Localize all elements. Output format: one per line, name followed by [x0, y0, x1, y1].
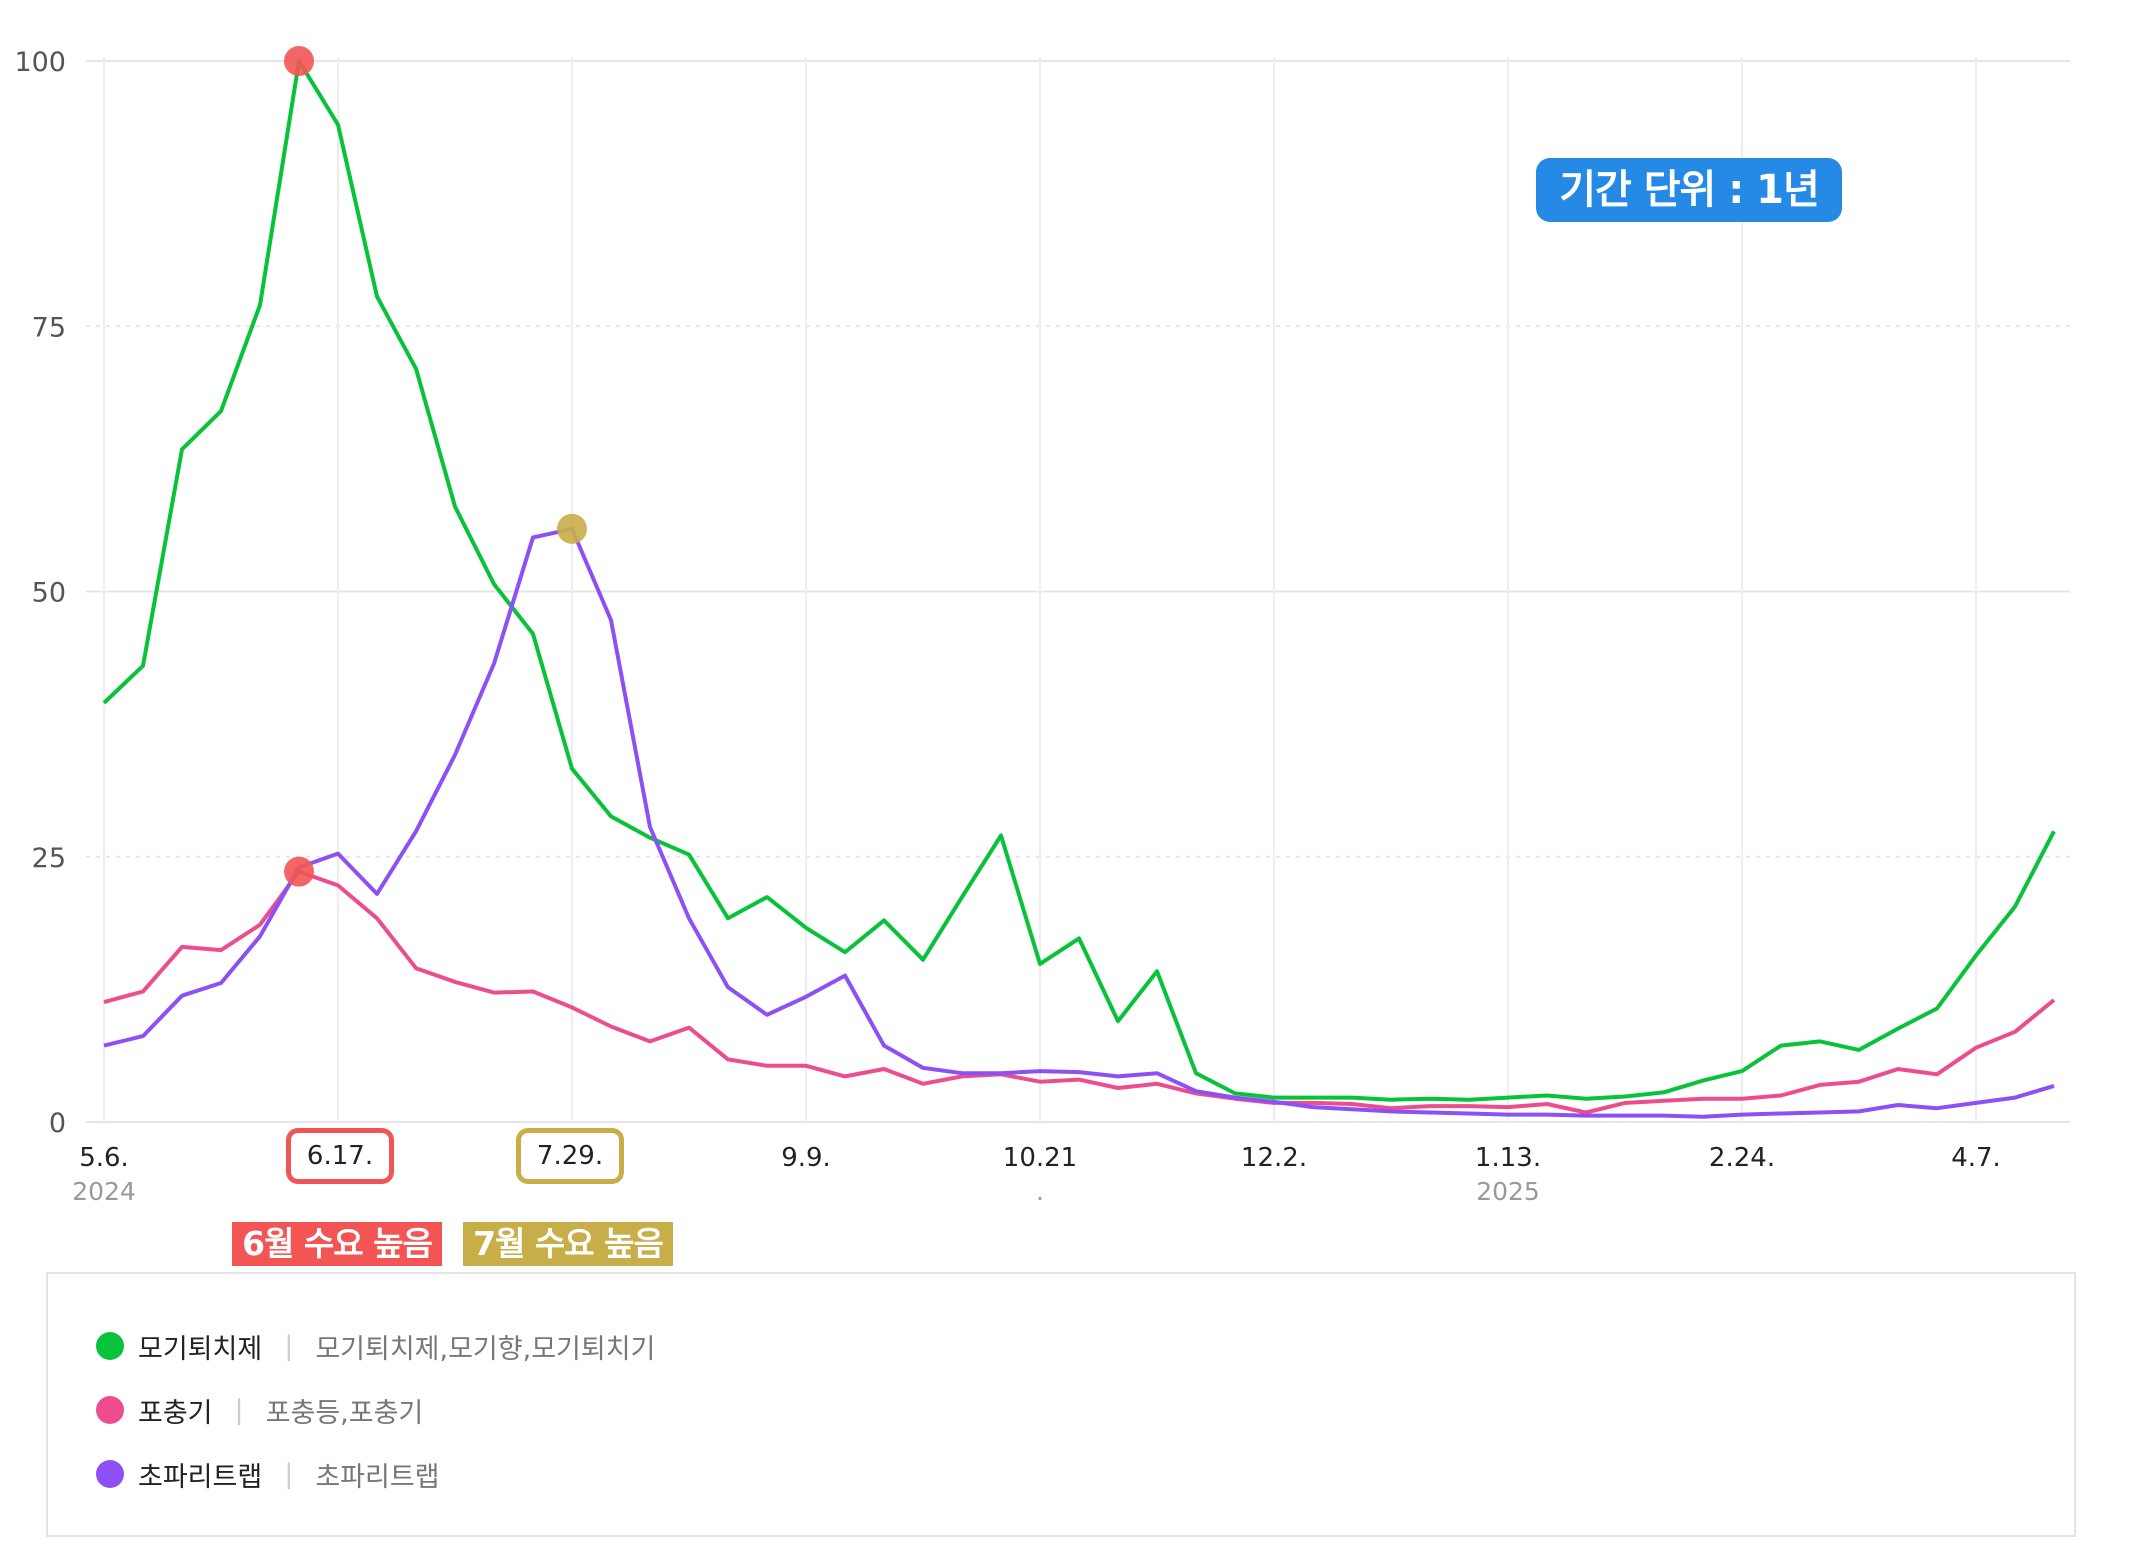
x-tick-label: 1.13. [1475, 1143, 1541, 1173]
x-tick-year: 2025 [1476, 1177, 1540, 1206]
y-tick-label: 50 [32, 578, 66, 609]
june-demand-note: 6월 수요 높음 [232, 1222, 442, 1266]
highlight-tick-june: 6.17. [286, 1128, 394, 1184]
legend-dot-icon [96, 1460, 124, 1488]
x-tick-label: 4.7. [1951, 1143, 2001, 1173]
y-tick-label: 75 [32, 312, 66, 343]
x-tick-label: 12.2. [1241, 1143, 1307, 1173]
x-axis: 5.6. 2024 9.9. 10.21. 12.2. 1.13. 2025 2.24. 4.7… [72, 1143, 2001, 1206]
chart-legend: 모기퇴치제 | 모기퇴치제,모기향,모기퇴치기 포충기 | 포충등,포충기 초파… [46, 1272, 2076, 1537]
x-tick-label: 2.24. [1709, 1143, 1775, 1173]
series-line [103, 869, 2056, 1115]
legend-dot-icon [96, 1332, 124, 1360]
peak-marker-icon [284, 46, 314, 76]
y-tick-label: 100 [14, 47, 66, 78]
peak-marker-icon [284, 856, 314, 887]
legend-separator: | [234, 1394, 244, 1426]
peak-marker-icon [557, 513, 587, 544]
legend-item-insect-trap[interactable]: 포충기 | 포충등,포충기 [96, 1390, 423, 1430]
series-line [103, 526, 2055, 1119]
legend-item-fruit-fly-trap[interactable]: 초파리트랩 | 초파리트랩 [96, 1454, 440, 1494]
legend-keywords: 포충등,포충기 [265, 1397, 424, 1429]
y-tick-label: 0 [49, 1108, 66, 1139]
series-line [102, 59, 2056, 1102]
legend-separator: | [284, 1330, 294, 1362]
legend-name: 모기퇴치제 [138, 1333, 263, 1365]
legend-name: 초파리트랩 [138, 1461, 263, 1493]
highlight-tick-july: 7.29. [516, 1128, 624, 1184]
x-tick-label: 9.9. [781, 1143, 831, 1173]
x-tick-year: 2024 [72, 1177, 136, 1206]
legend-item-mosquito-repellent[interactable]: 모기퇴치제 | 모기퇴치제,모기향,모기퇴치기 [96, 1326, 655, 1366]
july-demand-note: 7월 수요 높음 [463, 1222, 673, 1266]
y-tick-label: 25 [32, 843, 66, 874]
legend-keywords: 모기퇴치제,모기향,모기퇴치기 [315, 1333, 656, 1365]
line-chart: 0 25 50 75 100 5.6. 2024 9.9. 10.21. 12.2. 1.13. 2… [14, 46, 2070, 1206]
chart-lines [102, 59, 2056, 1119]
legend-keywords: 초파리트랩 [315, 1461, 440, 1493]
legend-name: 포충기 [138, 1397, 213, 1429]
x-tick-year: . [1036, 1177, 1044, 1206]
legend-separator: | [284, 1458, 294, 1490]
x-tick-label: 5.6. [79, 1143, 129, 1173]
peak-markers [284, 46, 587, 887]
chart-grid [86, 57, 2070, 1123]
x-tick-label: 10.21 [1003, 1143, 1077, 1173]
period-unit-badge: 기간 단위 : 1년 [1536, 158, 1842, 222]
legend-dot-icon [96, 1396, 124, 1424]
y-axis: 0 25 50 75 100 [14, 47, 66, 1139]
